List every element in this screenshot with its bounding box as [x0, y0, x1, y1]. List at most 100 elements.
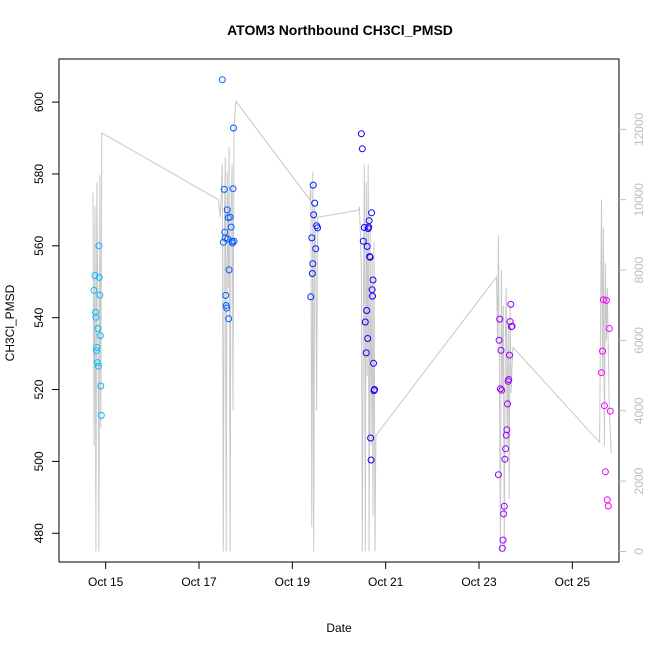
- data-point: [369, 292, 376, 300]
- x-tick-label: Oct 23: [461, 575, 497, 589]
- data-point: [495, 336, 503, 344]
- x-axis-label: Date: [326, 621, 352, 635]
- chart-title: ATOM3 Northbound CH3Cl_PMSD: [227, 22, 453, 38]
- data-point: [370, 359, 377, 367]
- data-points: [90, 76, 614, 552]
- data-point: [97, 411, 105, 419]
- data-point: [360, 224, 368, 231]
- data-point: [95, 273, 103, 281]
- data-point: [92, 308, 99, 316]
- y2-tick-label: 4000: [632, 397, 646, 424]
- data-point: [364, 335, 372, 342]
- data-point: [222, 291, 230, 299]
- data-point: [503, 426, 511, 434]
- x-tick-label: Oct 15: [88, 575, 124, 589]
- y2-tick-label: 6000: [632, 327, 646, 354]
- data-point: [357, 130, 365, 138]
- data-point: [227, 223, 235, 231]
- data-point: [496, 385, 504, 393]
- data-point: [598, 369, 605, 377]
- data-point: [604, 502, 612, 510]
- data-point: [96, 291, 104, 299]
- data-point: [312, 245, 320, 253]
- data-point: [361, 318, 369, 326]
- data-point: [230, 237, 238, 245]
- data-point: [506, 318, 514, 326]
- x-tick-label: Oct 17: [181, 575, 217, 589]
- data-point: [310, 211, 318, 219]
- data-point: [230, 124, 237, 132]
- data-point: [225, 266, 233, 274]
- data-point: [500, 510, 508, 518]
- y2-tick-label: 2000: [632, 467, 646, 494]
- data-point: [229, 185, 237, 193]
- data-point: [367, 456, 375, 464]
- data-point: [226, 213, 234, 221]
- data-point: [366, 253, 374, 261]
- data-point: [508, 322, 516, 330]
- y-tick-label: 560: [32, 235, 46, 255]
- data-point: [94, 325, 102, 332]
- data-point: [92, 313, 100, 321]
- y2-tick-label: 8000: [632, 256, 646, 283]
- data-point: [365, 217, 373, 225]
- data-point: [368, 209, 376, 217]
- x-tick-label: Oct 19: [275, 575, 311, 589]
- y-tick-label: 520: [32, 379, 46, 399]
- data-point: [95, 242, 103, 250]
- data-point: [311, 199, 319, 207]
- data-point: [507, 300, 515, 308]
- y-tick-label: 500: [32, 451, 46, 471]
- data-point: [498, 386, 506, 394]
- data-point: [91, 272, 99, 280]
- data-point: [309, 260, 317, 268]
- y2-tick-label: 0: [632, 548, 646, 555]
- data-point: [497, 346, 505, 354]
- data-point: [369, 276, 377, 284]
- data-point: [224, 235, 232, 243]
- data-point: [358, 145, 366, 153]
- data-point: [223, 206, 231, 214]
- data-point: [505, 376, 513, 383]
- data-point: [603, 496, 611, 504]
- data-point: [225, 315, 233, 323]
- data-point: [307, 293, 315, 301]
- data-point: [96, 332, 104, 340]
- data-point: [308, 270, 316, 277]
- data-point: [599, 296, 607, 304]
- data-point: [602, 296, 610, 304]
- y-tick-label: 540: [32, 307, 46, 327]
- right-axis-line: [92, 99, 612, 552]
- y-tick-label: 480: [32, 523, 46, 543]
- y-axis-left: 480 500 520 540 560 580 600: [32, 92, 59, 543]
- y-tick-label: 580: [32, 164, 46, 184]
- data-point: [363, 243, 371, 250]
- data-point: [94, 362, 102, 370]
- data-point: [371, 386, 378, 393]
- right-axis-series: [92, 99, 612, 552]
- data-point: [504, 400, 511, 408]
- data-point: [222, 302, 230, 309]
- data-point: [600, 402, 608, 410]
- y2-tick-label: 12000: [632, 112, 646, 146]
- data-point: [367, 434, 375, 442]
- data-point: [363, 307, 371, 314]
- data-point: [494, 471, 502, 479]
- data-point: [92, 347, 100, 355]
- data-point: [501, 455, 509, 463]
- data-point: [309, 181, 317, 189]
- data-point: [93, 359, 101, 367]
- y-axis-right: 0 2000 4000 6000 8000 10000 12000: [619, 112, 646, 555]
- data-point: [362, 349, 370, 357]
- data-point: [499, 536, 507, 544]
- data-point: [97, 382, 105, 390]
- data-point: [90, 286, 98, 294]
- data-point: [93, 344, 101, 351]
- data-point: [359, 237, 367, 245]
- data-point: [308, 234, 316, 242]
- x-tick-label: Oct 25: [555, 575, 591, 589]
- data-point: [218, 76, 226, 84]
- data-point: [496, 315, 504, 323]
- data-point: [502, 431, 510, 439]
- x-tick-label: Oct 21: [368, 575, 404, 589]
